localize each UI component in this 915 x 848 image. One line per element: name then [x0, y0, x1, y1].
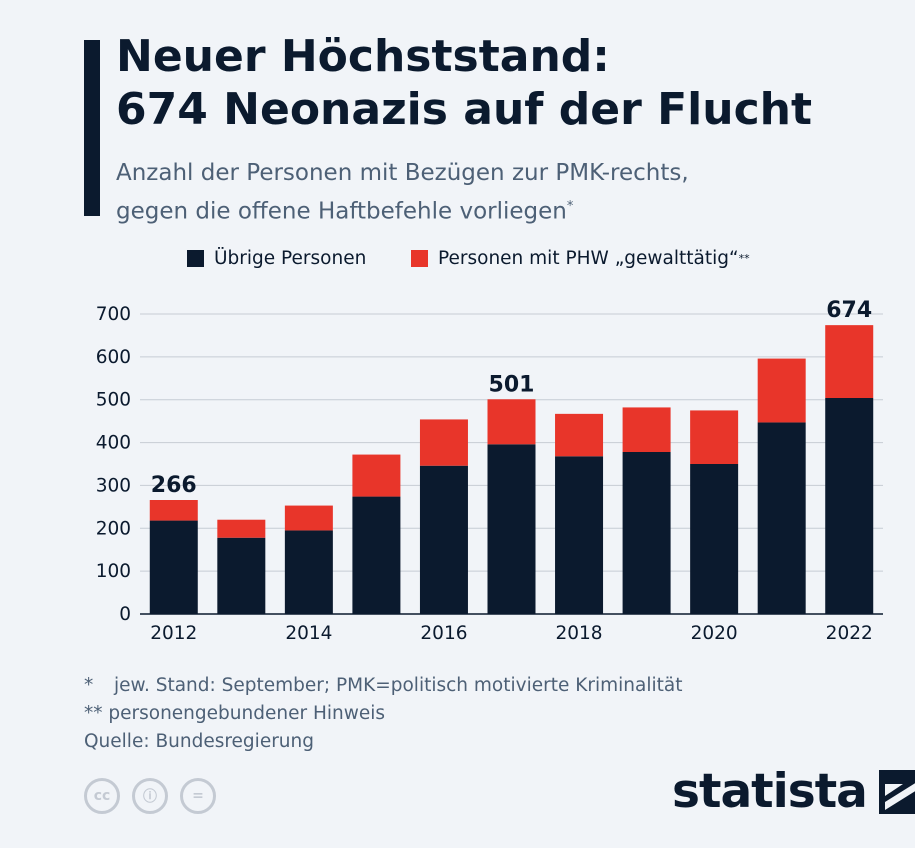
chart-subtitle: Anzahl der Personen mit Bezügen zur PMK-…: [116, 156, 689, 229]
legend-footnote-mark: **: [738, 252, 750, 265]
data-label: 501: [489, 372, 535, 397]
y-tick-label: 600: [96, 347, 131, 368]
y-tick-label: 0: [119, 604, 131, 625]
legend-item-uebrige: Übrige Personen: [187, 248, 366, 269]
bar-segment-uebrige: [690, 464, 739, 614]
x-tick-label: 2018: [555, 623, 602, 644]
y-tick-label: 700: [96, 304, 131, 325]
bar-segment-gewalttaetig: [825, 325, 874, 398]
legend-swatch-red: [411, 250, 428, 267]
subtitle-line-2: gegen die offene Haftbefehle vorliegen: [116, 198, 567, 225]
title-line-2: 674 Neonazis auf der Flucht: [116, 84, 813, 135]
legend-swatch-dark: [187, 250, 204, 267]
bar-segment-uebrige: [487, 444, 536, 614]
chart-title: Neuer Höchststand: 674 Neonazis auf der …: [116, 30, 812, 136]
x-tick-label: 2014: [285, 623, 332, 644]
data-label: 266: [151, 473, 197, 498]
title-line-1: Neuer Höchststand:: [116, 31, 610, 82]
bar-segment-uebrige: [149, 520, 198, 614]
bar-segment-gewalttaetig: [149, 500, 198, 521]
bar-segment-gewalttaetig: [487, 399, 536, 445]
bar-segment-gewalttaetig: [352, 454, 401, 497]
y-tick-label: 400: [96, 433, 131, 454]
source-note: Quelle: Bundesregierung: [84, 731, 314, 752]
by-icon[interactable]: ⓘ: [132, 778, 168, 814]
cc-icon[interactable]: cc: [84, 778, 120, 814]
bar-segment-uebrige: [284, 530, 333, 614]
bar-segment-uebrige: [555, 456, 604, 614]
title-accent-bar: [84, 40, 100, 216]
nd-icon[interactable]: =: [180, 778, 216, 814]
subtitle-footnote-mark: *: [566, 199, 574, 214]
x-tick-label: 2020: [691, 623, 738, 644]
legend-item-gewalttaetig: Personen mit PHW „gewalttätig“ **: [411, 248, 750, 269]
bar-segment-uebrige: [419, 465, 468, 614]
bar-segment-uebrige: [217, 537, 266, 614]
bar-segment-uebrige: [622, 452, 671, 614]
footnotes: * jew. Stand: September; PMK=politisch mo…: [84, 672, 682, 756]
footnote-1: * jew. Stand: September; PMK=politisch mo…: [84, 672, 682, 700]
bar-segment-gewalttaetig: [622, 407, 671, 452]
bar-chart: 0 100 200 300 400 500 600 700 2012 2014 2016 2018 20…: [96, 298, 883, 644]
bar-segment-gewalttaetig: [217, 519, 266, 538]
footnote-1-mark: *: [84, 675, 94, 696]
data-label: 674: [826, 298, 872, 323]
subtitle-line-1: Anzahl der Personen mit Bezügen zur PMK-…: [116, 160, 689, 186]
y-tick-label: 500: [96, 390, 131, 411]
footnote-1-text: jew. Stand: September; PMK=politisch mot…: [114, 675, 683, 696]
statista-logo-icon: [878, 769, 915, 814]
statista-wordmark: statista: [672, 764, 868, 819]
x-tick-label: 2012: [150, 623, 197, 644]
bar-segment-gewalttaetig: [555, 413, 604, 457]
bar-segment-uebrige: [825, 398, 874, 614]
license-icons: cc ⓘ =: [84, 778, 216, 814]
x-tick-label: 2022: [826, 623, 873, 644]
bar-segment-gewalttaetig: [419, 419, 468, 466]
bar-segment-gewalttaetig: [690, 410, 739, 464]
bar-segment-uebrige: [352, 496, 401, 614]
statista-logo[interactable]: statista: [672, 764, 915, 819]
bar-segment-gewalttaetig: [284, 505, 333, 531]
bar-segment-uebrige: [757, 422, 806, 614]
y-tick-label: 100: [96, 561, 131, 582]
x-tick-label: 2016: [420, 623, 467, 644]
y-tick-label: 200: [96, 518, 131, 539]
bar-segment-gewalttaetig: [757, 358, 806, 423]
legend-label-gewalttaetig: Personen mit PHW „gewalttätig“: [438, 248, 739, 269]
legend-label-uebrige: Übrige Personen: [214, 248, 367, 269]
footnote-2: ** personengebundener Hinweis: [84, 703, 386, 724]
y-tick-label: 300: [96, 475, 131, 496]
